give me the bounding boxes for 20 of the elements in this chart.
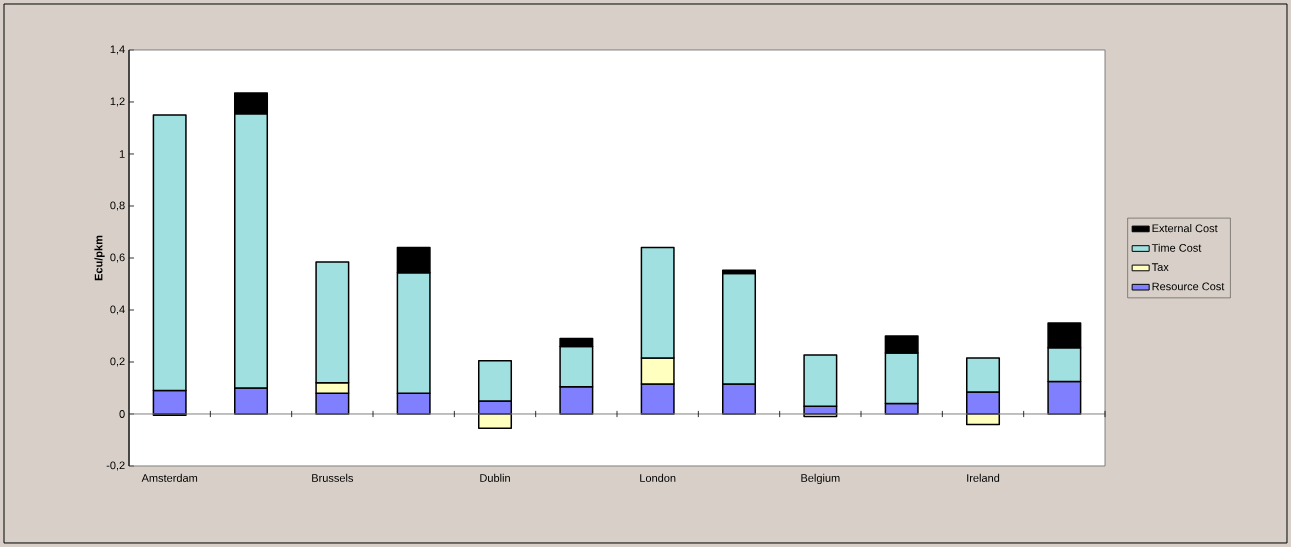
x-tick-label: Brussels [312, 473, 354, 482]
y-tick-label: 1,4 [110, 45, 125, 55]
y-tick-label: 0,4 [110, 305, 125, 315]
y-axis-title: Ecu/pkm [94, 235, 105, 281]
y-tick-label: 0,2 [110, 357, 125, 367]
y-tick-label: 0,6 [110, 253, 125, 263]
legend-label: Tax [1151, 263, 1169, 271]
x-tick-label: Ireland [967, 473, 1000, 482]
y-tick-label: 1,2 [110, 97, 125, 107]
x-tick-label: London [640, 473, 676, 482]
x-tick-label: Dublin [480, 473, 510, 482]
legend-label: Time Cost [1151, 243, 1202, 252]
y-tick-label: 0,8 [110, 201, 125, 211]
y-tick-label: 1 [119, 150, 125, 158]
legend-label: Resource Cost [1152, 282, 1225, 291]
x-tick-label: Belgium [801, 473, 840, 485]
legend-label: External Cost [1152, 224, 1218, 233]
y-tick-label: -0,2 [106, 461, 125, 471]
x-tick-label: Amsterdam [141, 473, 198, 482]
y-tick-label: 0 [119, 410, 125, 418]
